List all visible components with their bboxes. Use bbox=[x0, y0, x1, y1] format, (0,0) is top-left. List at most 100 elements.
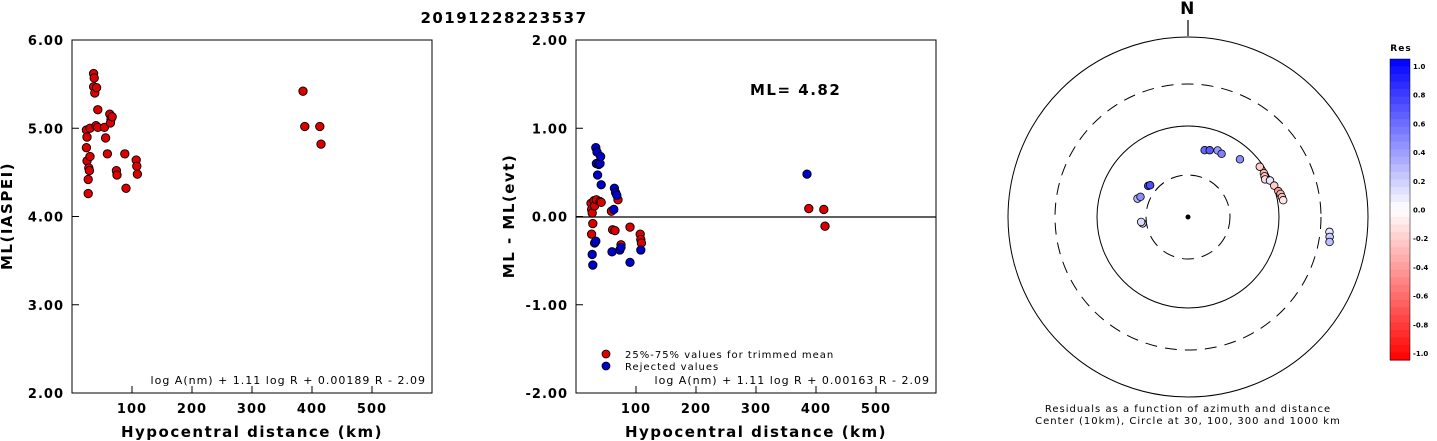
colorbar-segment bbox=[1390, 217, 1410, 226]
data-point bbox=[820, 221, 830, 231]
data-point bbox=[84, 165, 95, 176]
ring-300km bbox=[1054, 83, 1322, 351]
y-tick-label: 6.00 bbox=[28, 34, 64, 49]
colorbar-segment bbox=[1390, 74, 1410, 83]
residual-distance-panel: 100 200 300 400 500 -2.00 -1.00 0.00 1.00 2.00 H… bbox=[500, 34, 937, 441]
ml-annotation: ML= 4.82 bbox=[750, 81, 841, 99]
residual-point bbox=[1145, 181, 1155, 190]
colorbar-segment bbox=[1390, 314, 1410, 323]
residual-point bbox=[1255, 162, 1264, 171]
colorbar-frame bbox=[1389, 58, 1411, 361]
y-tick-label: 1.00 bbox=[532, 122, 568, 137]
data-point bbox=[132, 161, 142, 171]
data-point bbox=[315, 121, 325, 132]
legend-marker-rejected bbox=[601, 361, 611, 371]
y-axis-label: ML(IASPEI) bbox=[0, 162, 16, 270]
y-tick-label: 5.00 bbox=[28, 122, 64, 137]
data-point bbox=[132, 169, 143, 179]
residual-point bbox=[1136, 217, 1146, 227]
colorbar-segment bbox=[1390, 164, 1410, 173]
colorbar-segment bbox=[1390, 81, 1410, 90]
x-tick-label: 100 bbox=[621, 402, 651, 417]
data-point bbox=[107, 112, 117, 122]
data-point bbox=[85, 151, 95, 162]
data-point bbox=[595, 151, 606, 162]
data-point bbox=[636, 245, 646, 255]
x-tick-label: 200 bbox=[177, 402, 207, 417]
data-point bbox=[112, 170, 122, 180]
colorbar-tick-label: 1.0 bbox=[1413, 63, 1426, 71]
data-point bbox=[89, 73, 99, 83]
data-point bbox=[596, 180, 606, 190]
legend-marker-trimmed bbox=[601, 349, 611, 359]
colorbar-segment bbox=[1390, 89, 1410, 98]
colorbar: 1.0 0.8 0.6 0.4 0.2 0.0 -0.2 -0.4 -0.6 -0.8 -1.0 bbox=[1389, 58, 1428, 361]
colorbar-segment bbox=[1390, 247, 1410, 256]
data-point bbox=[81, 143, 92, 153]
data-point bbox=[120, 149, 130, 159]
data-point bbox=[100, 133, 111, 143]
formula-label: log A(nm) + 1.11 log R + 0.00189 R - 2.0… bbox=[151, 374, 426, 387]
data-point bbox=[300, 121, 310, 132]
colorbar-segment bbox=[1390, 96, 1410, 105]
y-ticks: -2.00 -1.00 0.00 1.00 2.00 bbox=[526, 34, 583, 402]
y-tick-label: 2.00 bbox=[532, 34, 568, 49]
colorbar-segment bbox=[1390, 329, 1410, 339]
colorbar-segment bbox=[1390, 292, 1410, 301]
legend-label-rejected: Rejected values bbox=[625, 362, 719, 373]
colorbar-segment bbox=[1390, 254, 1410, 263]
colorbar-segment bbox=[1390, 201, 1410, 211]
x-ticks: 100 200 300 400 500 bbox=[117, 386, 387, 417]
data-point bbox=[316, 139, 326, 149]
y-tick-label: 3.00 bbox=[28, 299, 64, 314]
data-point bbox=[91, 83, 102, 93]
x-tick-label: 200 bbox=[681, 402, 711, 417]
x-axis-label: Hypocentral distance (km) bbox=[121, 423, 383, 441]
data-point bbox=[588, 218, 598, 229]
colorbar-segment bbox=[1390, 186, 1410, 196]
colorbar-segment bbox=[1390, 307, 1410, 316]
colorbar-segment bbox=[1390, 59, 1410, 68]
ml-distance-panel: 100 200 300 400 500 2.00 3.00 4.00 5.00 6.00 Hyp… bbox=[0, 34, 433, 441]
data-point bbox=[610, 225, 620, 236]
distance-rings bbox=[1007, 36, 1369, 398]
data-point bbox=[625, 257, 635, 268]
colorbar-tick-label: -0.8 bbox=[1413, 321, 1428, 329]
data-point bbox=[83, 174, 93, 185]
center-marker bbox=[1185, 214, 1191, 220]
x-tick-label: 500 bbox=[357, 402, 387, 417]
colorbar-segment bbox=[1390, 156, 1410, 165]
colorbar-tick-label: 0.6 bbox=[1413, 120, 1426, 128]
y-tick-label: 2.00 bbox=[28, 387, 64, 402]
data-point bbox=[83, 188, 93, 199]
colorbar-tick-label: 0.8 bbox=[1413, 92, 1426, 100]
data-point bbox=[596, 197, 606, 208]
data-point bbox=[607, 247, 617, 257]
ring-1000km bbox=[1007, 36, 1369, 398]
y-tick-label: 0.00 bbox=[532, 211, 568, 226]
colorbar-segment bbox=[1390, 111, 1410, 120]
colorbar-segment bbox=[1390, 209, 1410, 218]
colorbar-segment bbox=[1390, 239, 1410, 248]
data-point bbox=[612, 190, 622, 200]
colorbar-tick-label: -0.6 bbox=[1413, 293, 1428, 301]
ring-30km bbox=[1145, 174, 1231, 260]
colorbar-tick-label: -1.0 bbox=[1413, 350, 1428, 358]
data-point bbox=[586, 229, 597, 239]
data-points bbox=[1133, 146, 1334, 247]
data-point bbox=[591, 236, 601, 246]
colorbar-tick-label: 0.0 bbox=[1413, 207, 1426, 215]
colorbar-tick-label: -0.2 bbox=[1413, 235, 1428, 243]
colorbar-segment bbox=[1390, 344, 1410, 354]
data-point bbox=[121, 183, 131, 193]
data-point bbox=[625, 222, 635, 232]
data-point bbox=[588, 260, 598, 270]
azimuth-distance-panel: N Residuals as a function of azimuth and… bbox=[1007, 0, 1428, 427]
residual-point bbox=[1279, 196, 1288, 205]
colorbar-segment bbox=[1390, 126, 1410, 135]
data-point bbox=[819, 204, 829, 215]
colorbar-segment bbox=[1390, 299, 1410, 308]
colorbar-segment bbox=[1390, 322, 1410, 331]
colorbar-segment bbox=[1390, 224, 1410, 233]
